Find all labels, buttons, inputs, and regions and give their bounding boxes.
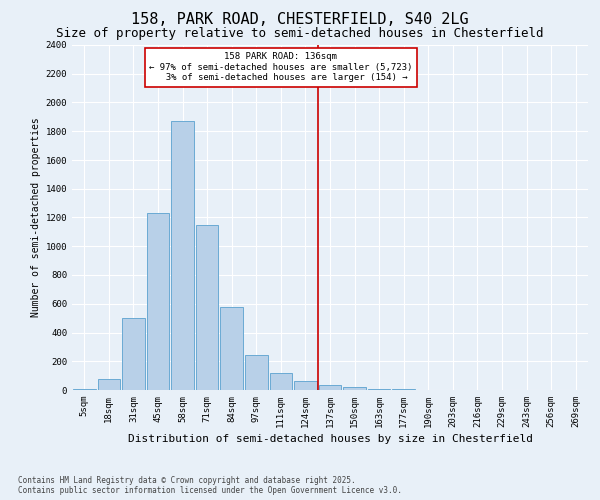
Text: 158, PARK ROAD, CHESTERFIELD, S40 2LG: 158, PARK ROAD, CHESTERFIELD, S40 2LG xyxy=(131,12,469,28)
Bar xyxy=(220,306,243,390)
Bar xyxy=(368,388,391,390)
X-axis label: Distribution of semi-detached houses by size in Chesterfield: Distribution of semi-detached houses by … xyxy=(128,434,533,444)
Text: 158 PARK ROAD: 136sqm
← 97% of semi-detached houses are smaller (5,723)
  3% of : 158 PARK ROAD: 136sqm ← 97% of semi-deta… xyxy=(149,52,413,82)
Bar xyxy=(122,318,145,390)
Y-axis label: Number of semi-detached properties: Number of semi-detached properties xyxy=(31,118,41,318)
Bar xyxy=(73,388,95,390)
Bar xyxy=(146,213,169,390)
Text: Contains HM Land Registry data © Crown copyright and database right 2025.
Contai: Contains HM Land Registry data © Crown c… xyxy=(18,476,402,495)
Text: Size of property relative to semi-detached houses in Chesterfield: Size of property relative to semi-detach… xyxy=(56,28,544,40)
Bar xyxy=(196,226,218,390)
Bar xyxy=(343,387,366,390)
Bar xyxy=(269,374,292,390)
Bar xyxy=(294,382,317,390)
Bar xyxy=(98,378,120,390)
Bar xyxy=(171,121,194,390)
Bar xyxy=(245,355,268,390)
Bar xyxy=(319,385,341,390)
